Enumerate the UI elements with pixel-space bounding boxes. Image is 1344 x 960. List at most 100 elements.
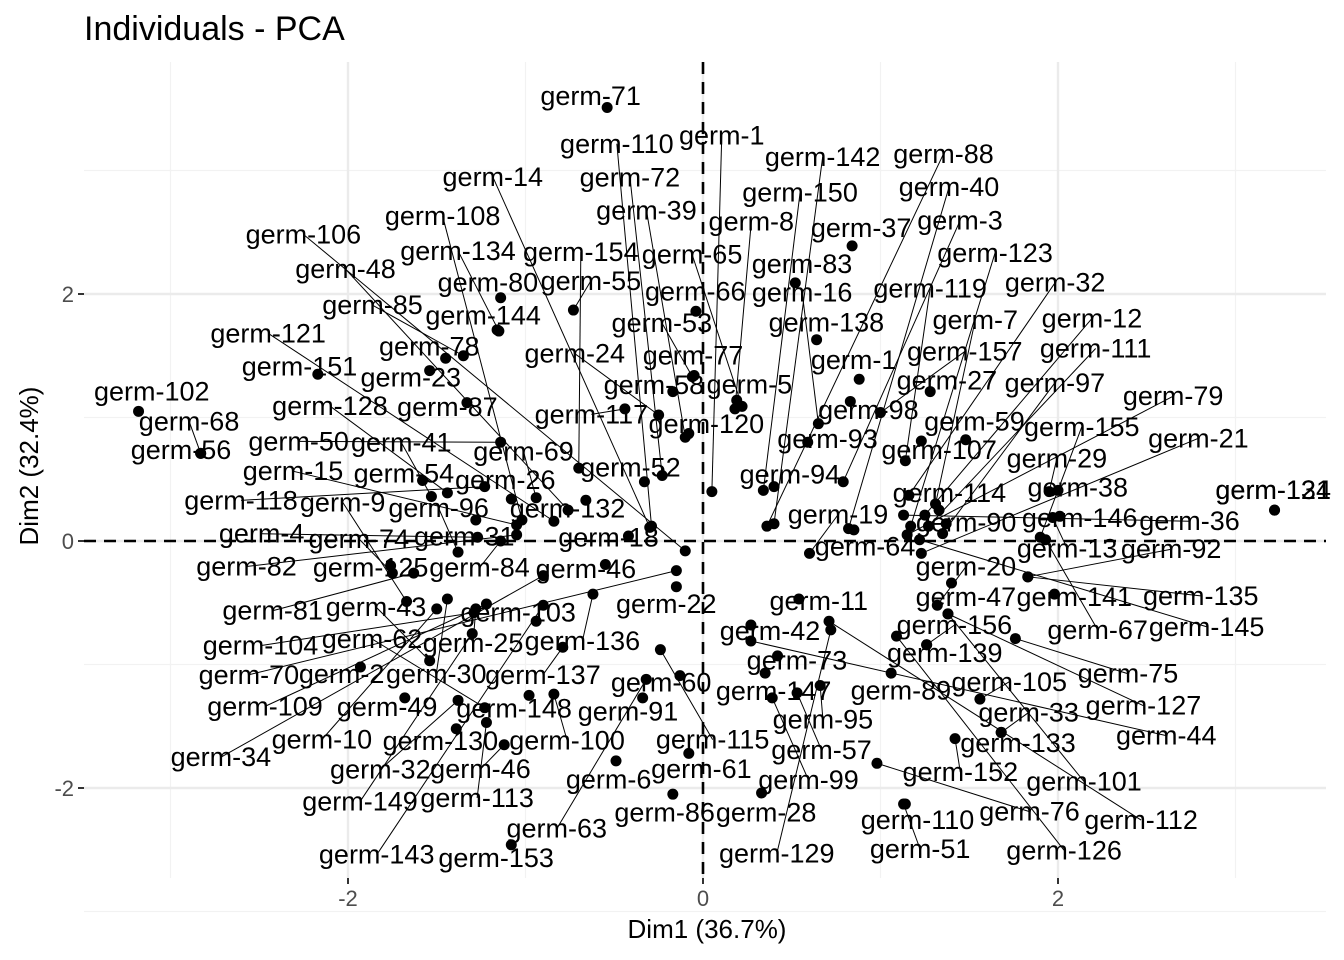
data-point (823, 615, 835, 627)
point-label: germ-29 (1007, 443, 1108, 473)
point-label: germ-1 (811, 345, 897, 375)
label-leader-line (303, 233, 686, 552)
label-leader-line (801, 292, 819, 424)
label-leader-line (828, 620, 1142, 821)
point-label: germ-39 (596, 196, 697, 226)
data-point (670, 581, 682, 593)
data-point (930, 498, 942, 510)
data-point (844, 395, 856, 407)
data-point (312, 368, 324, 380)
point-label: germ-126 (1006, 835, 1122, 865)
point-label: germ-28 (716, 797, 817, 827)
data-point (804, 547, 815, 559)
data-point (899, 798, 911, 810)
point-label: germ-144 (425, 300, 541, 330)
label-leader-line (776, 629, 832, 854)
data-point (1048, 588, 1060, 600)
label-leader-line (442, 216, 523, 521)
y-tick-label: 2 (62, 282, 74, 307)
point-label: germ-138 (769, 307, 885, 337)
point-label: germ-99 (758, 765, 859, 795)
data-point (548, 515, 560, 527)
data-point (601, 102, 613, 114)
point-label: germ-55 (541, 266, 642, 296)
data-point (386, 567, 398, 579)
y-tick-label: -2 (54, 776, 74, 801)
data-point (493, 325, 505, 337)
data-point (638, 476, 650, 488)
point-label: germ-87 (397, 392, 498, 422)
point-label: germ-15 (243, 456, 344, 486)
point-label: germ-18 (558, 523, 659, 553)
point-label: germ-123 (937, 238, 1053, 268)
point-label: germ-70 (199, 660, 300, 690)
data-point (622, 530, 634, 542)
data-point (417, 474, 429, 486)
label-leader-line (556, 679, 647, 829)
point-label: germ-77 (643, 341, 744, 371)
point-label: germ-21 (1148, 423, 1249, 453)
point-label: germ-61 (651, 754, 752, 784)
data-point (898, 509, 910, 521)
point-label: germ-12 (1042, 303, 1143, 333)
data-point (495, 436, 507, 448)
data-point (557, 641, 569, 653)
label-leader-line (246, 534, 517, 568)
label-leader-line (298, 440, 501, 443)
label-leader-line (819, 685, 824, 720)
data-point (942, 608, 954, 620)
point-label: germ-37 (811, 213, 912, 243)
point-label: germ-72 (580, 162, 681, 192)
data-point (479, 702, 491, 714)
label-leader-line (921, 437, 1199, 554)
data-point (495, 292, 507, 304)
label-leader-line (762, 192, 801, 491)
point-label: germ-136 (525, 626, 641, 656)
point-label: germ-127 (1086, 691, 1202, 721)
label-leader-line (329, 405, 448, 494)
point-label: germ-149 (302, 787, 418, 817)
label-leader-line (947, 613, 1144, 707)
point-label: germ-84 (429, 553, 530, 583)
data-point (768, 481, 780, 493)
data-point (667, 386, 679, 398)
point-label: germ-142 (765, 142, 881, 172)
data-point (875, 407, 886, 419)
data-point (901, 529, 913, 541)
data-point (530, 615, 542, 627)
point-label: germ-111 (1040, 334, 1152, 364)
point-label: germ-89 (851, 676, 952, 706)
data-point (505, 839, 517, 851)
point-label: germ-76 (979, 797, 1080, 827)
label-leader-line (188, 421, 202, 454)
point-label: germ-83 (752, 249, 853, 279)
data-point (937, 528, 949, 540)
point-label: germ-109 (207, 691, 323, 721)
data-point (931, 599, 943, 611)
label-leader-line (457, 250, 500, 332)
label-leader-line (691, 254, 743, 407)
data-point (619, 403, 631, 415)
point-label: germ-60 (611, 667, 712, 697)
point-label: germ-65 (642, 239, 743, 269)
data-point (425, 491, 437, 503)
data-point (637, 692, 649, 704)
data-point (495, 535, 507, 547)
point-label: germ-42 (720, 616, 821, 646)
label-leader-line (272, 572, 414, 612)
point-label: germ-139 (887, 638, 1003, 668)
label-leader-line (260, 612, 475, 647)
label-leader-line (476, 722, 487, 799)
label-leader-line (766, 153, 944, 527)
data-point (470, 603, 482, 615)
data-point (562, 504, 574, 516)
data-point (974, 693, 986, 705)
point-label: germ-134 (400, 236, 516, 266)
point-label: germ-117 (535, 399, 649, 429)
data-point (548, 688, 560, 700)
data-point (610, 755, 622, 767)
point-label: germ-67 (1047, 615, 1148, 645)
data-point (133, 405, 145, 417)
label-leader-line (375, 606, 431, 662)
label-leader-line (903, 514, 1190, 522)
